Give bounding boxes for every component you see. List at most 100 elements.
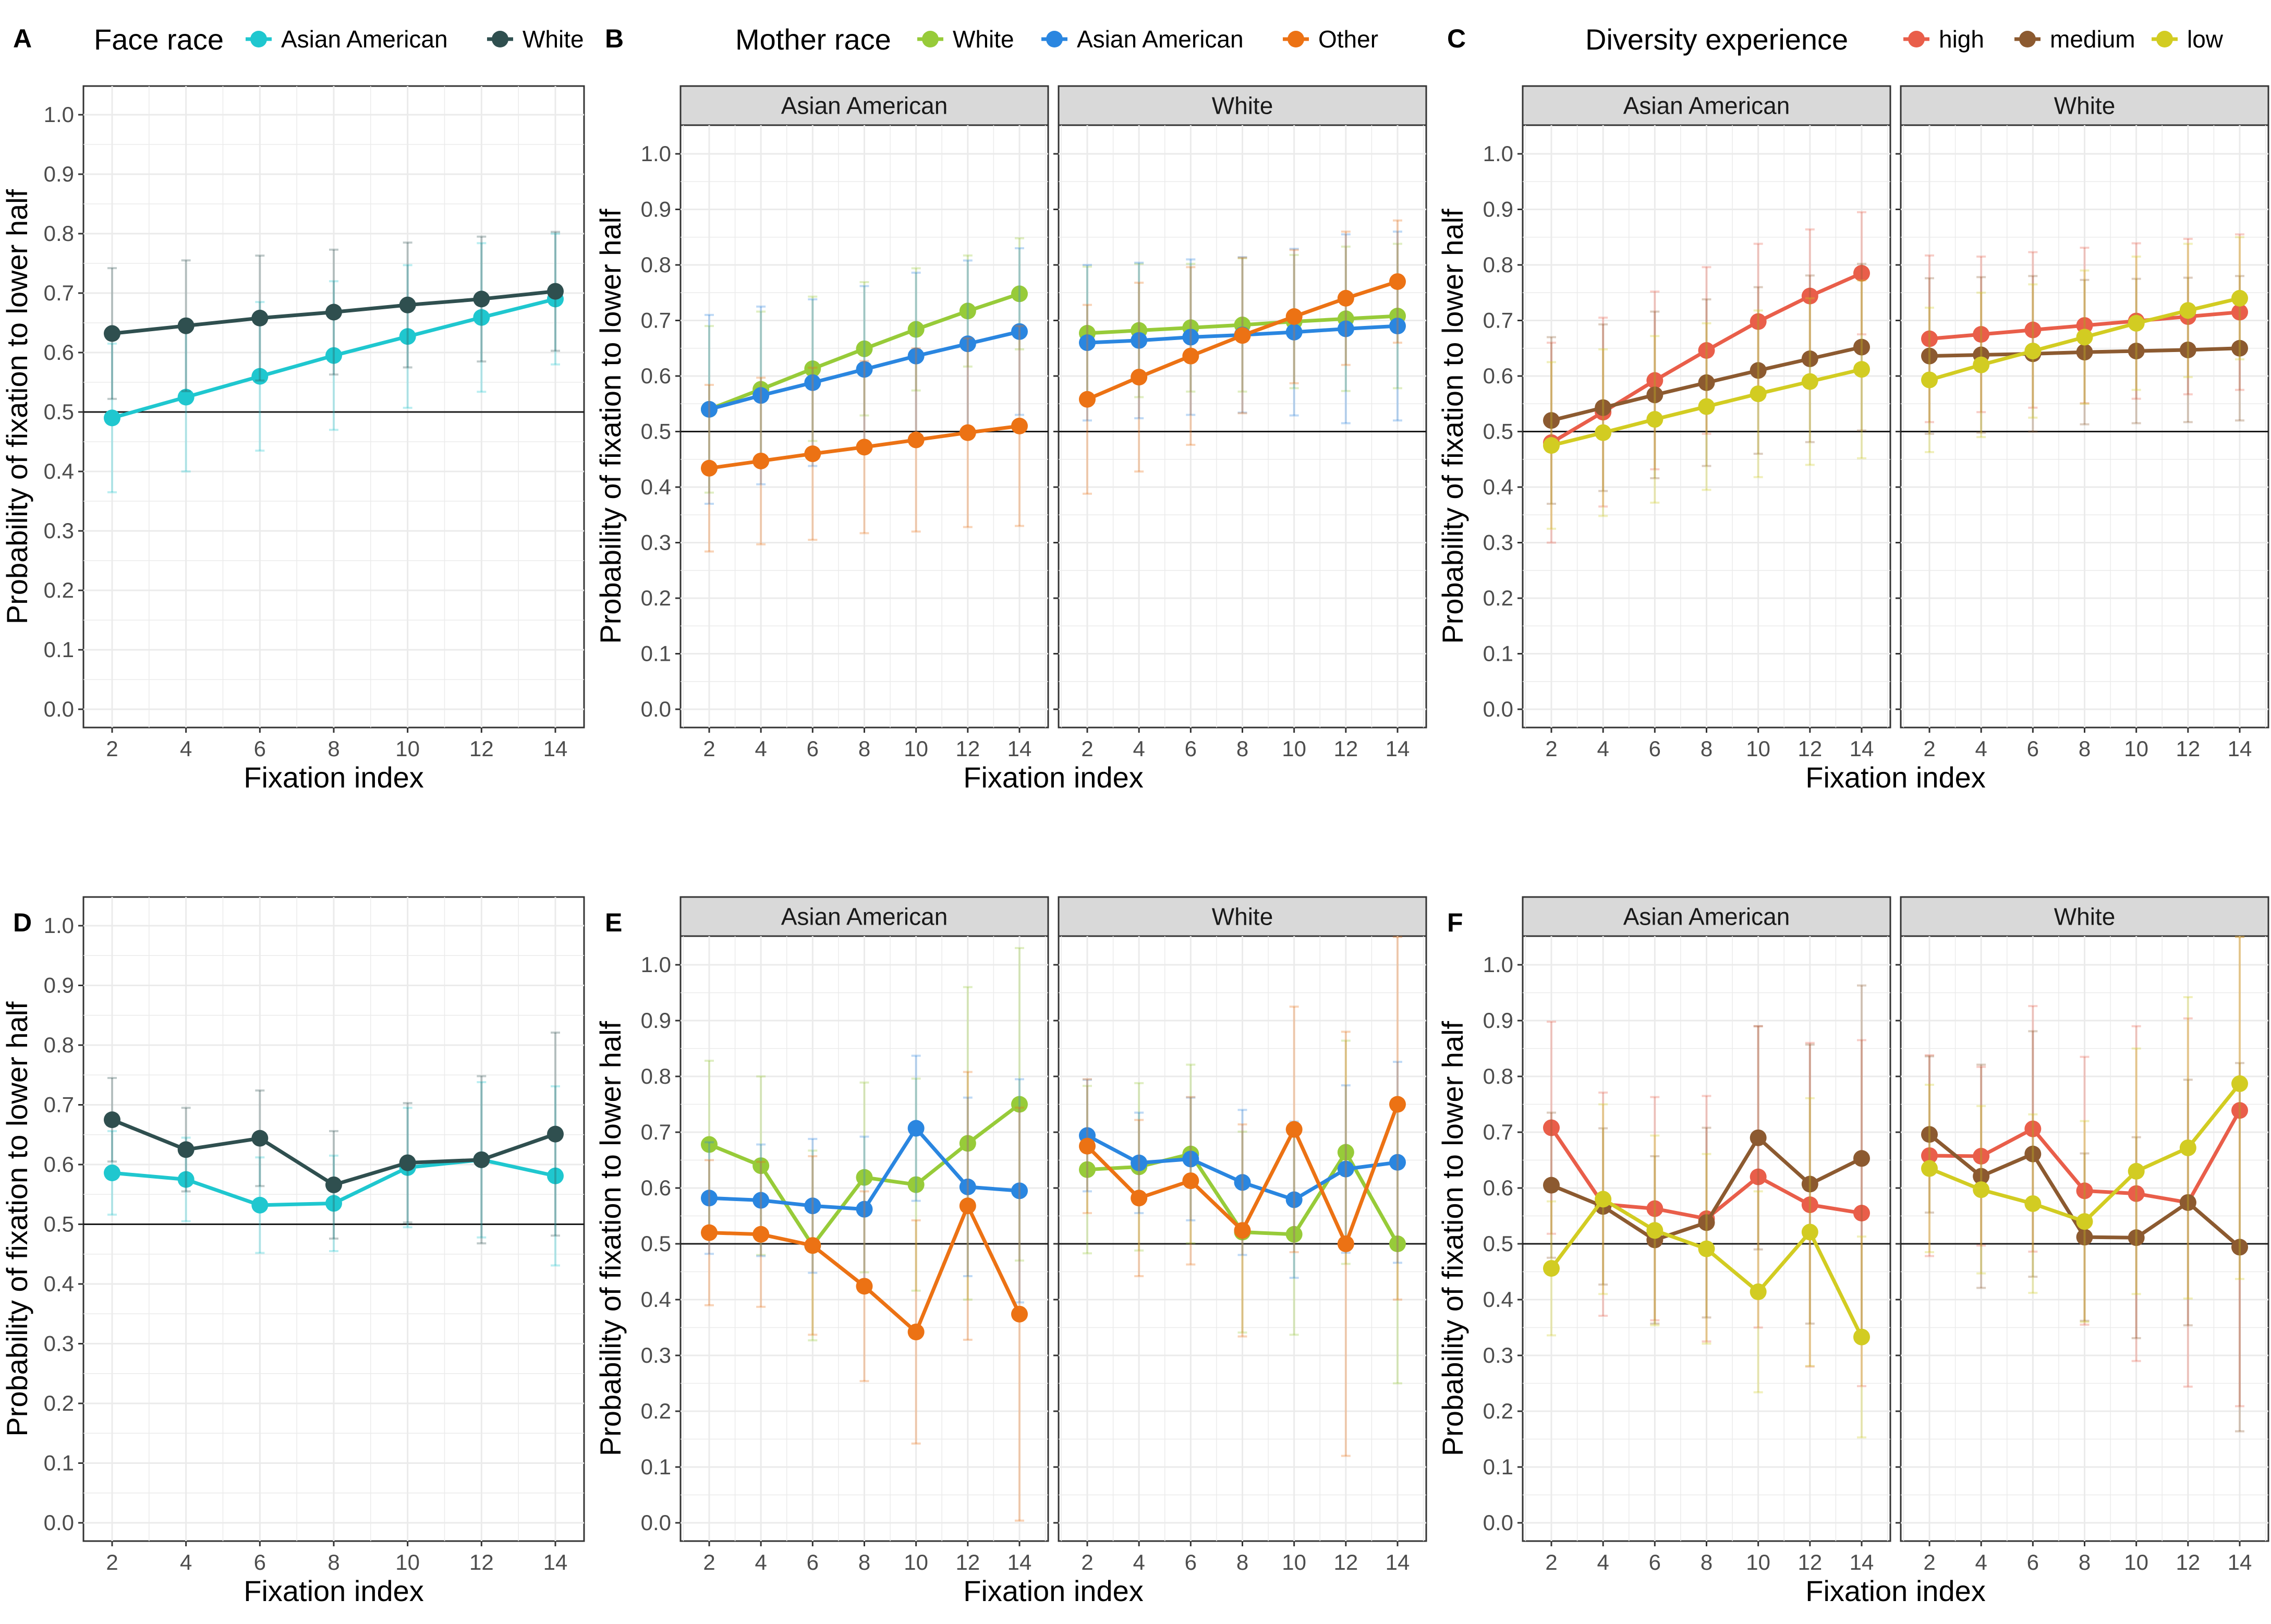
legend-title: Diversity experience (1585, 23, 1848, 56)
data-point (1750, 362, 1767, 379)
legend-key-point (2156, 31, 2173, 47)
y-tick-label: 0.6 (1483, 1175, 1513, 1200)
series-medium (1543, 262, 1870, 505)
data-point (399, 328, 416, 345)
y-tick-label: 0.4 (1483, 1287, 1513, 1312)
series-low (1543, 279, 1870, 530)
legend: Mother race White Asian American Other (735, 23, 1378, 56)
y-tick-label: 0.9 (44, 973, 74, 998)
facet-strip-label: Asian American (781, 903, 948, 930)
x-tick-label: 8 (1701, 736, 1713, 761)
legend-key-point (1046, 31, 1063, 47)
x-tick-label: 8 (2079, 736, 2091, 761)
y-tick-label: 0.5 (641, 1231, 671, 1256)
series-other (1079, 936, 1406, 1457)
data-point (1853, 1328, 1870, 1346)
x-tick-label: 2 (703, 1550, 715, 1574)
data-point (2024, 321, 2042, 338)
data-point (959, 1197, 976, 1215)
series-white (701, 947, 1028, 1342)
y-tick-label: 0.9 (641, 197, 671, 222)
data-point (399, 1154, 416, 1171)
data-point (399, 296, 416, 313)
y-tick-label: 0.4 (1483, 475, 1513, 499)
data-point (1750, 313, 1767, 330)
data-point (856, 361, 873, 378)
y-tick-label: 1.0 (641, 952, 671, 977)
data-point (1182, 1150, 1199, 1168)
legend-label: White (523, 26, 584, 53)
y-tick-label: 0.8 (641, 252, 671, 277)
y-tick-label: 1.0 (1483, 952, 1513, 977)
facet-strip-label: Asian American (1623, 903, 1790, 930)
y-tick-label: 0.9 (44, 162, 74, 186)
y-tick-label: 0.1 (641, 1455, 671, 1479)
data-point (473, 1151, 490, 1168)
data-point (1853, 361, 1870, 378)
y-tick-label: 0.1 (1483, 1455, 1513, 1479)
facet-strip-label: White (2054, 92, 2116, 119)
data-point (907, 431, 925, 449)
panel-D: D Probability of fixation to lower half 0.… (1, 896, 585, 1607)
y-tick-label: 0.6 (1483, 363, 1513, 388)
data-point (2128, 1162, 2145, 1180)
data-point (1646, 386, 1663, 404)
y-tick-label: 0.1 (44, 1451, 74, 1475)
data-point (804, 374, 821, 391)
series-other (701, 325, 1028, 553)
facet-strip (1900, 896, 2269, 937)
data-point (1011, 417, 1028, 434)
legend-key-point (2019, 31, 2036, 47)
x-tick-label: 12 (1798, 1550, 1822, 1574)
data-point (2231, 1239, 2248, 1256)
data-point (1234, 1174, 1251, 1191)
y-tick-label: 0.7 (44, 281, 74, 305)
panel-letter: B (605, 24, 624, 53)
y-tick-label: 0.1 (641, 641, 671, 666)
data-point (1234, 1222, 1251, 1239)
facet-strip (1900, 85, 2269, 126)
x-tick-label: 12 (955, 736, 980, 761)
x-tick-label: 10 (2124, 1550, 2148, 1574)
data-point (104, 325, 120, 342)
x-tick-label: 12 (469, 1550, 494, 1574)
panel-letter: A (13, 24, 32, 53)
panel-B: B Probability of fixation to lower half As… (594, 23, 1427, 794)
x-tick-label: 8 (858, 1550, 870, 1574)
legend-label: Other (1318, 26, 1378, 53)
data-point (856, 1278, 873, 1295)
data-point (907, 347, 925, 365)
facet-strip (1058, 85, 1427, 126)
data-point (1337, 1144, 1354, 1161)
y-tick-label: 0.2 (1483, 1399, 1513, 1423)
data-point (1131, 1190, 1148, 1207)
x-axis-title: Fixation index (1805, 1574, 1986, 1607)
data-point (1389, 1235, 1406, 1252)
series-other (701, 1071, 1028, 1522)
data-point (1131, 369, 1148, 386)
data-point (1337, 289, 1354, 307)
x-tick-label: 6 (807, 736, 819, 761)
data-point (2231, 1102, 2248, 1119)
y-tick-label: 0.0 (44, 697, 74, 721)
x-tick-label: 6 (1185, 1550, 1197, 1574)
data-point (251, 368, 269, 385)
data-point (547, 1167, 564, 1184)
data-point (1337, 320, 1354, 337)
data-point (1543, 1119, 1560, 1136)
data-point (1389, 273, 1406, 290)
legend: Face race Asian American White (94, 23, 584, 56)
data-point (907, 1176, 925, 1193)
x-tick-label: 14 (543, 1550, 568, 1574)
data-point (1182, 1172, 1199, 1190)
y-tick-label: 0.5 (44, 1212, 74, 1237)
data-point (1921, 1147, 1938, 1164)
data-point (1973, 1168, 1990, 1185)
y-tick-label: 0.8 (44, 1033, 74, 1057)
data-point (1750, 1129, 1767, 1146)
data-point (1801, 1223, 1818, 1241)
y-tick-label: 0.9 (641, 1008, 671, 1033)
x-tick-label: 6 (1185, 736, 1197, 761)
data-point (1595, 424, 1612, 441)
